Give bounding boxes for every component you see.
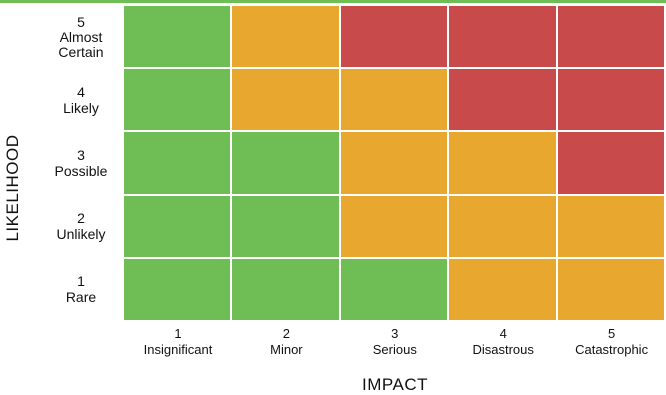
- likelihood-text: Possible: [54, 162, 108, 179]
- likelihood-label: 4 Likely: [36, 69, 126, 130]
- matrix-cell-medium: [449, 195, 556, 257]
- impact-text: Catastrophic: [575, 342, 649, 357]
- impact-text: Serious: [372, 342, 417, 357]
- impact-label: 2 Minor: [232, 326, 340, 358]
- matrix-cell-low: [124, 258, 231, 320]
- matrix-cell-low: [124, 195, 231, 257]
- likelihood-label: 5 Almost Certain: [36, 6, 126, 67]
- impact-label: 1 Insignificant: [124, 326, 232, 358]
- likelihood-label: 3 Possible: [36, 132, 126, 193]
- likelihood-label: 2 Unlikely: [36, 196, 126, 257]
- matrix-cell-high: [449, 69, 556, 131]
- matrix-cell-medium: [232, 6, 339, 68]
- matrix-cell-high: [557, 69, 664, 131]
- impact-label: 5 Catastrophic: [558, 326, 666, 358]
- impact-number: 3: [391, 326, 399, 341]
- impact-number: 2: [282, 326, 290, 341]
- impact-text: Disastrous: [472, 342, 534, 357]
- risk-matrix-grid: [124, 6, 666, 322]
- matrix-cell-high: [449, 6, 556, 68]
- matrix-cell-low: [124, 6, 231, 68]
- likelihood-text: Likely: [63, 99, 99, 116]
- likelihood-number: 5: [77, 13, 85, 30]
- matrix-cell-medium: [557, 258, 664, 320]
- matrix-cell-medium: [340, 69, 448, 131]
- matrix-cell-high: [340, 6, 448, 68]
- likelihood-number: 2: [77, 210, 85, 227]
- impact-axis-title: IMPACT: [362, 375, 428, 394]
- matrix-cell-low: [340, 258, 448, 320]
- likelihood-text: Unlikely: [56, 226, 106, 243]
- matrix-cell-low: [232, 258, 339, 320]
- impact-text: Insignificant: [143, 342, 213, 357]
- matrix-cell-medium: [340, 132, 448, 194]
- impact-number: 4: [499, 326, 507, 341]
- likelihood-number: 4: [77, 83, 85, 100]
- impact-label: 3 Serious: [341, 326, 449, 358]
- matrix-cell-medium: [340, 195, 448, 257]
- impact-number: 5: [607, 326, 616, 341]
- matrix-cell-medium: [449, 258, 556, 320]
- matrix-cell-low: [124, 69, 231, 131]
- impact-number: 1: [174, 326, 182, 341]
- likelihood-number: 3: [77, 146, 85, 163]
- likelihood-axis-title: LIKELIHOOD: [3, 134, 22, 242]
- matrix-cell-medium: [557, 195, 664, 257]
- top-accent-rule: [0, 0, 666, 3]
- likelihood-number: 1: [77, 273, 85, 290]
- matrix-cell-high: [557, 6, 664, 68]
- matrix-cell-low: [232, 195, 339, 257]
- matrix-cell-low: [124, 132, 231, 194]
- impact-text: Minor: [270, 342, 303, 357]
- likelihood-label: 1 Rare: [36, 259, 126, 320]
- matrix-cell-high: [557, 132, 664, 194]
- matrix-cell-medium: [449, 132, 556, 194]
- likelihood-text: Rare: [65, 289, 97, 306]
- likelihood-text: Almost Certain: [58, 28, 104, 60]
- matrix-cell-medium: [232, 69, 339, 131]
- matrix-cell-low: [232, 132, 339, 194]
- impact-label: 4 Disastrous: [449, 326, 557, 358]
